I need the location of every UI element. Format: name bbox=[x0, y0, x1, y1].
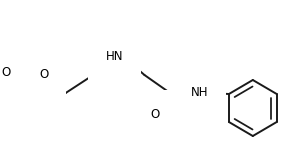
Text: NH: NH bbox=[191, 87, 208, 99]
Text: HN: HN bbox=[106, 51, 124, 63]
Text: O: O bbox=[39, 68, 49, 81]
Text: O: O bbox=[1, 66, 10, 80]
Text: O: O bbox=[150, 108, 159, 120]
